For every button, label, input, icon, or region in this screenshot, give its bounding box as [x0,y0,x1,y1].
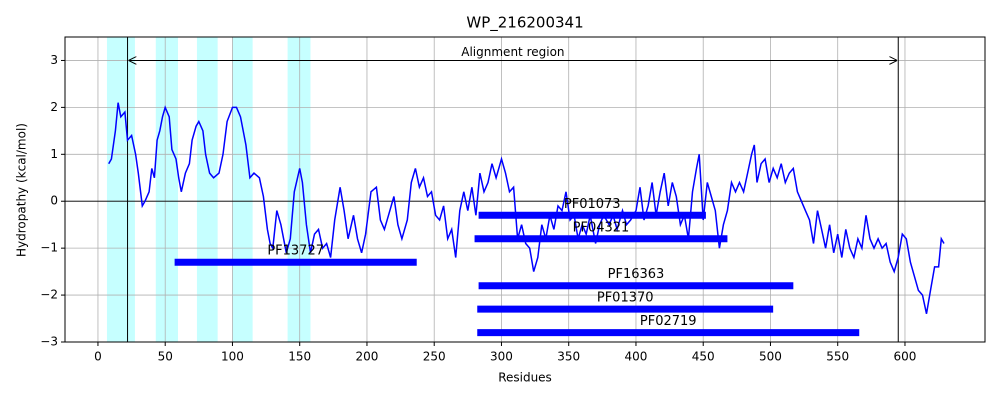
x-tick-label: 450 [692,350,715,364]
highlight-region [232,37,253,342]
hydropathy-line [108,102,945,314]
x-tick-label: 150 [288,350,311,364]
y-tick-label: −3 [40,335,58,349]
x-tick-label: 350 [557,350,580,364]
x-tick-label: 250 [423,350,446,364]
y-axis-label: Hydropathy (kcal/mol) [15,123,29,257]
domain-label: PF16363 [608,267,665,282]
highlight-region [287,37,311,342]
chart-title: WP_216200341 [466,14,583,33]
x-tick-label: 600 [894,350,917,364]
x-tick-label: 50 [158,350,173,364]
alignment-label: Alignment region [461,45,564,59]
y-tick-label: 1 [50,147,58,161]
x-tick-label: 200 [356,350,379,364]
y-tick-label: −2 [40,288,58,302]
x-tick-label: 400 [625,350,648,364]
domain-label: PF01370 [597,291,654,306]
highlight-region [196,37,218,342]
y-tick-label: 3 [50,53,58,67]
x-tick-label: 100 [221,350,244,364]
plot-frame [64,36,986,343]
highlight-region [155,37,178,342]
highlight-region [106,37,135,342]
domain-label: PF13727 [267,244,324,259]
x-tick-label: 550 [826,350,849,364]
y-tick-label: −1 [40,241,58,255]
x-tick-label: 500 [759,350,782,364]
y-tick-label: 0 [50,194,58,208]
y-tick-label: 2 [50,100,58,114]
x-axis-label: Residues [498,371,552,385]
domain-label: PF01073 [564,197,621,212]
domain-label: PF02719 [640,314,697,329]
x-tick-label: 300 [490,350,513,364]
x-tick-label: 0 [94,350,102,364]
domain-label: PF04321 [573,220,630,235]
